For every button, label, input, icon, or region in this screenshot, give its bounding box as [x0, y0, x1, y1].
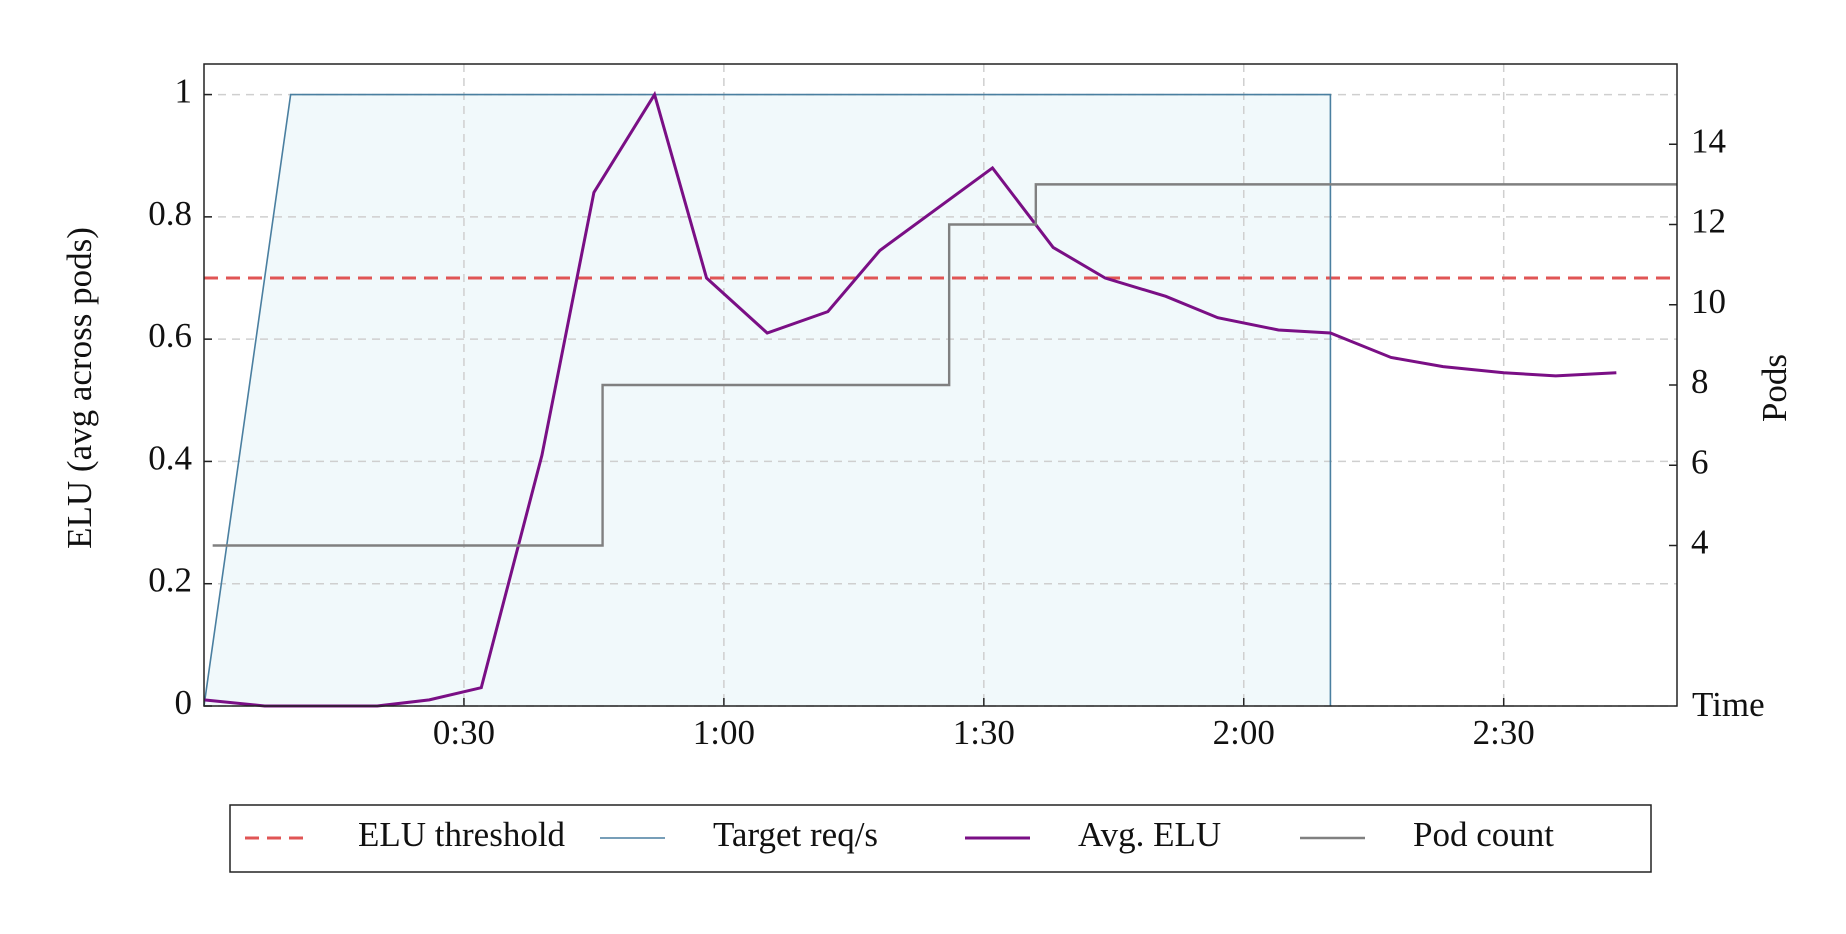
series-line — [203, 93, 1332, 707]
y-tick-label: 0.6 — [148, 316, 192, 355]
y2-tick-label: 12 — [1691, 202, 1726, 241]
x-axis-label: Time — [1692, 685, 1765, 724]
x-tick-label: 0:30 — [433, 713, 495, 752]
y2-tick-label: 8 — [1691, 362, 1709, 401]
y2-tick-label: 6 — [1691, 442, 1709, 481]
y2-tick-label: 10 — [1691, 282, 1726, 321]
legend-box — [229, 804, 1652, 873]
legend-label: ELU threshold — [358, 815, 566, 854]
legend: ELU threshold Target req/s Avg. ELU Pod cou… — [229, 804, 1652, 873]
area — [204, 94, 1331, 707]
x-tick-label: 1:00 — [693, 713, 755, 752]
x-tick-label: 2:00 — [1213, 713, 1275, 752]
legend-label: Avg. ELU — [1078, 815, 1221, 854]
y-tick-label: 0.8 — [148, 194, 192, 233]
y-axis-label: ELU (avg across pods) — [60, 227, 99, 549]
x-tick-label: 2:30 — [1473, 713, 1535, 752]
y2-tick-label: 4 — [1691, 523, 1709, 562]
y2-axis-label: Pods — [1755, 354, 1794, 422]
y-tick-label: 1 — [175, 72, 193, 111]
x-tick-label: 1:30 — [953, 713, 1015, 752]
y-tick-label: 0 — [175, 683, 193, 722]
y2-tick-label: 14 — [1691, 121, 1726, 160]
y-tick-label: 0.4 — [148, 438, 192, 477]
legend-label: Pod count — [1413, 815, 1554, 854]
y-tick-label: 0.2 — [148, 561, 192, 600]
series-line — [203, 90, 1617, 708]
legend-label: Target req/s — [713, 815, 878, 854]
series-line — [212, 183, 1677, 547]
plot-frame — [203, 63, 1678, 707]
